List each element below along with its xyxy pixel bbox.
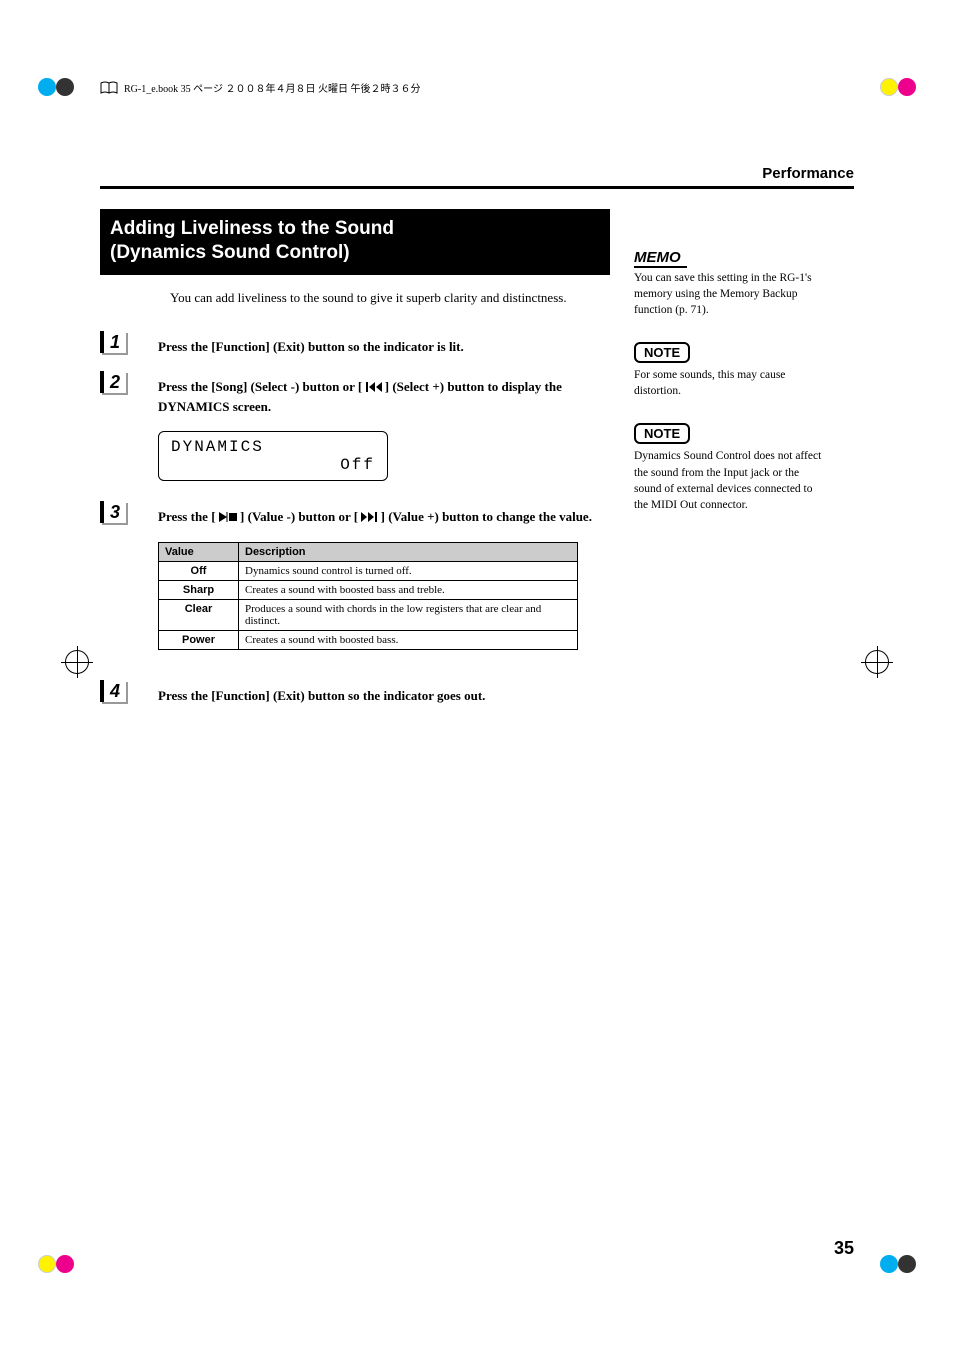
section-heading: Adding Liveliness to the Sound (Dynamics… bbox=[100, 209, 610, 275]
th-value: Value bbox=[159, 542, 239, 561]
color-bar-8 bbox=[880, 1255, 898, 1273]
step-number-2: 2 bbox=[100, 371, 130, 397]
cell-desc: Produces a sound with chords in the low … bbox=[239, 599, 578, 630]
step-3-text: Press the [ ] (Value -) button or [ ] (V… bbox=[158, 501, 610, 528]
lcd-line-2: Off bbox=[340, 456, 375, 474]
step-number-4: 4 bbox=[100, 680, 130, 706]
cell-desc: Dynamics sound control is turned off. bbox=[239, 561, 578, 580]
step-2-text: Press the [Song] (Select -) button or [ … bbox=[158, 371, 610, 417]
cell-value: Clear bbox=[159, 599, 239, 630]
note-1-text: For some sounds, this may cause distorti… bbox=[634, 367, 824, 399]
page-number: 35 bbox=[834, 1238, 854, 1259]
memo-text: You can save this setting in the RG-1's … bbox=[634, 270, 824, 318]
color-bar-6 bbox=[56, 1255, 74, 1273]
step-number-1: 1 bbox=[100, 331, 130, 357]
color-bar-4 bbox=[880, 78, 898, 96]
cell-value: Off bbox=[159, 561, 239, 580]
note-block-2: NOTE Dynamics Sound Control does not aff… bbox=[634, 423, 824, 512]
lcd-display: DYNAMICS Off bbox=[158, 431, 388, 481]
page-section-title: Performance bbox=[100, 165, 854, 182]
cell-value: Sharp bbox=[159, 580, 239, 599]
side-column: MEMO You can save this setting in the RG… bbox=[634, 209, 824, 720]
table-row: Power Creates a sound with boosted bass. bbox=[159, 630, 578, 649]
intro-text: You can add liveliness to the sound to g… bbox=[170, 289, 610, 307]
step-2: 2 Press the [Song] (Select -) button or … bbox=[100, 371, 610, 417]
value-table: Value Description Off Dynamics sound con… bbox=[158, 542, 578, 650]
color-bar-1 bbox=[38, 78, 56, 96]
note-2-text: Dynamics Sound Control does not affect t… bbox=[634, 448, 824, 512]
color-bar-7 bbox=[898, 1255, 916, 1273]
cell-desc: Creates a sound with boosted bass and tr… bbox=[239, 580, 578, 599]
table-row: Off Dynamics sound control is turned off… bbox=[159, 561, 578, 580]
step-1: 1 Press the [Function] (Exit) button so … bbox=[100, 331, 610, 357]
lcd-line-1: DYNAMICS bbox=[171, 438, 264, 456]
meta-text: RG-1_e.book 35 ページ ２００８年４月８日 火曜日 午後２時３６分 bbox=[124, 80, 420, 95]
cell-value: Power bbox=[159, 630, 239, 649]
header-rule bbox=[100, 186, 854, 189]
memo-label: MEMO bbox=[634, 249, 687, 266]
heading-line-1: Adding Liveliness to the Sound bbox=[110, 217, 600, 241]
play-stop-icon bbox=[219, 508, 237, 528]
heading-line-2: (Dynamics Sound Control) bbox=[110, 241, 600, 265]
color-bar-2 bbox=[56, 78, 74, 96]
color-bar-5 bbox=[38, 1255, 56, 1273]
th-description: Description bbox=[239, 542, 578, 561]
cell-desc: Creates a sound with boosted bass. bbox=[239, 630, 578, 649]
page-content: RG-1_e.book 35 ページ ２００８年４月８日 火曜日 午後２時３６分… bbox=[100, 80, 854, 1271]
note-label-2: NOTE bbox=[634, 423, 690, 444]
prev-track-icon bbox=[366, 378, 382, 398]
color-bar-3 bbox=[898, 78, 916, 96]
step-1-text: Press the [Function] (Exit) button so th… bbox=[158, 331, 610, 357]
book-icon bbox=[100, 81, 118, 95]
step-4-text: Press the [Function] (Exit) button so th… bbox=[158, 680, 610, 706]
step-number-3: 3 bbox=[100, 501, 130, 527]
registration-mark-left bbox=[65, 650, 89, 674]
step-3: 3 Press the [ ] (Value -) button or [ ] … bbox=[100, 501, 610, 528]
main-column: Adding Liveliness to the Sound (Dynamics… bbox=[100, 209, 610, 720]
step-4: 4 Press the [Function] (Exit) button so … bbox=[100, 680, 610, 706]
memo-block: MEMO You can save this setting in the RG… bbox=[634, 249, 824, 318]
document-meta-header: RG-1_e.book 35 ページ ２００８年４月８日 火曜日 午後２時３６分 bbox=[100, 80, 854, 95]
registration-mark-right bbox=[865, 650, 889, 674]
table-row: Sharp Creates a sound with boosted bass … bbox=[159, 580, 578, 599]
note-block-1: NOTE For some sounds, this may cause dis… bbox=[634, 342, 824, 399]
next-track-icon bbox=[361, 508, 377, 528]
note-label-1: NOTE bbox=[634, 342, 690, 363]
table-row: Clear Produces a sound with chords in th… bbox=[159, 599, 578, 630]
